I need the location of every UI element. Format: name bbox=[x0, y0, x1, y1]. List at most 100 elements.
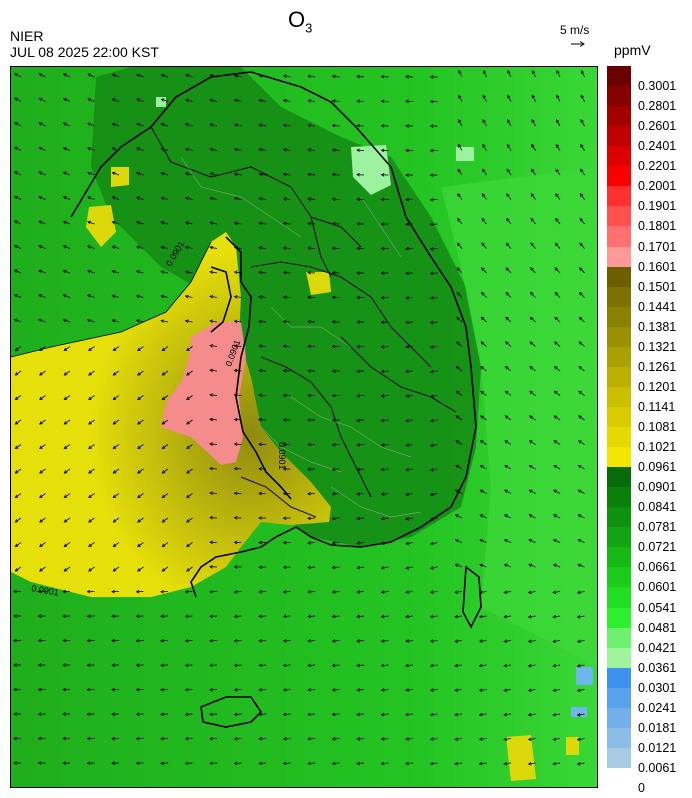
wind-arrow-icon bbox=[258, 393, 267, 398]
pale-green-patch bbox=[156, 97, 166, 107]
wind-arrow-icon bbox=[553, 390, 561, 396]
wind-arrow-icon bbox=[136, 122, 144, 127]
wind-arrow-icon bbox=[480, 341, 487, 347]
wind-arrow-icon bbox=[160, 736, 169, 741]
wind-arrow-icon bbox=[380, 541, 389, 545]
wind-arrow-icon bbox=[356, 443, 365, 447]
wind-arrow-icon bbox=[137, 346, 144, 351]
wind-arrow-icon bbox=[529, 415, 536, 421]
wind-arrow-icon bbox=[504, 489, 512, 494]
wind-arrow-icon bbox=[405, 761, 414, 766]
wind-arrow-icon bbox=[14, 395, 22, 400]
wind-arrow-icon bbox=[307, 221, 316, 226]
wind-arrow-icon bbox=[282, 123, 291, 128]
wind-arrow-icon bbox=[380, 614, 389, 619]
wind-arrow-icon bbox=[209, 344, 218, 348]
wind-arrow-icon bbox=[160, 73, 169, 78]
wind-arrow-icon bbox=[429, 737, 438, 741]
wind-arrow-icon bbox=[282, 319, 291, 324]
wind-arrow-icon bbox=[578, 390, 585, 396]
wind-arrow-icon bbox=[209, 614, 218, 619]
wind-arrow-icon bbox=[580, 94, 585, 102]
wind-arrow-icon bbox=[233, 540, 242, 545]
colorbar-tick-label: 0.0061 bbox=[638, 761, 677, 775]
colorbar-segment bbox=[607, 707, 631, 729]
wind-arrow-icon bbox=[405, 271, 414, 276]
wind-arrow-icon bbox=[13, 736, 21, 741]
wind-arrow-icon bbox=[405, 394, 414, 398]
wind-arrow-icon bbox=[552, 639, 561, 643]
wind-arrow-icon bbox=[478, 639, 487, 643]
wind-arrow-icon bbox=[482, 69, 487, 78]
wind-arrow-icon bbox=[331, 271, 340, 275]
wind-arrow-icon bbox=[503, 712, 512, 717]
wind-arrow-icon bbox=[233, 516, 242, 520]
wind-arrow-icon bbox=[576, 590, 585, 595]
wind-arrow-icon bbox=[429, 443, 438, 447]
wind-arrow-icon bbox=[184, 270, 193, 274]
wind-arrow-icon bbox=[112, 444, 120, 449]
wind-arrow-icon bbox=[356, 614, 365, 619]
wind-arrow-icon bbox=[282, 590, 291, 594]
wind-arrow-icon bbox=[331, 418, 340, 422]
wind-arrow-icon bbox=[405, 418, 414, 423]
colorbar-tick-label: 0.1201 bbox=[638, 379, 677, 394]
wind-arrow-icon bbox=[13, 614, 21, 618]
wind-arrow-icon bbox=[135, 171, 144, 176]
wind-arrow-icon bbox=[307, 614, 316, 619]
wind-arrow-icon bbox=[429, 369, 438, 374]
colorbar-tick-label: 0.0481 bbox=[638, 620, 677, 635]
wind-arrow-icon bbox=[307, 344, 316, 349]
wind-arrow-icon bbox=[258, 590, 267, 594]
wind-arrow-icon bbox=[356, 123, 365, 128]
wind-arrow-icon bbox=[62, 147, 71, 151]
wind-arrow-icon bbox=[258, 639, 267, 643]
wind-arrow-icon bbox=[86, 663, 95, 667]
wind-arrow-icon bbox=[380, 222, 389, 226]
wind-arrow-icon bbox=[135, 663, 144, 667]
wind-arrow-icon bbox=[185, 123, 193, 127]
wind-arrow-icon bbox=[63, 542, 71, 547]
wind-arrow-icon bbox=[429, 663, 438, 668]
wind-arrow-icon bbox=[505, 242, 512, 249]
wind-arrow-icon bbox=[531, 94, 536, 102]
wind-arrow-icon bbox=[282, 663, 291, 668]
wind-arrow-icon bbox=[481, 267, 487, 274]
wind-arrow-icon bbox=[429, 296, 438, 300]
colorbar-segment bbox=[607, 547, 631, 568]
wind-arrow-icon bbox=[14, 517, 22, 523]
wind-arrow-icon bbox=[62, 589, 71, 594]
wind-arrow-icon bbox=[184, 663, 193, 668]
wind-arrow-icon bbox=[184, 687, 193, 692]
wind-arrow-icon bbox=[307, 737, 316, 741]
wind-arrow-icon bbox=[456, 316, 463, 323]
organization-label: NIER bbox=[10, 28, 44, 44]
wind-arrow-icon bbox=[112, 542, 120, 547]
wind-arrow-icon bbox=[504, 465, 512, 470]
wind-arrow-icon bbox=[356, 369, 365, 373]
wind-arrow-icon bbox=[553, 415, 561, 421]
wind-arrow-icon bbox=[62, 196, 71, 200]
wind-arrow-icon bbox=[282, 418, 291, 422]
colorbar-segment bbox=[607, 366, 631, 388]
wind-arrow-icon bbox=[233, 565, 242, 569]
wind-arrow-icon bbox=[62, 614, 71, 618]
colorbar-segment bbox=[607, 607, 631, 629]
wind-arrow-icon bbox=[528, 539, 536, 543]
title-main: O bbox=[288, 7, 306, 32]
colorbar-tick-label: 0.0181 bbox=[638, 720, 677, 735]
wind-arrow-icon bbox=[454, 737, 463, 741]
wind-arrow-icon bbox=[209, 540, 218, 545]
wind-arrow-icon bbox=[87, 318, 95, 323]
wind-arrow-icon bbox=[457, 168, 463, 176]
wind-arrow-icon bbox=[307, 491, 316, 496]
wind-arrow-icon bbox=[186, 493, 193, 498]
wind-arrow-icon bbox=[405, 99, 414, 104]
wind-arrow-icon bbox=[356, 712, 365, 717]
colorbar-tick-label: 0.0781 bbox=[638, 520, 677, 535]
wind-arrow-icon bbox=[86, 712, 95, 716]
wind-arrow-icon bbox=[258, 663, 267, 668]
wind-arrow-icon bbox=[13, 712, 21, 716]
wind-arrow-icon bbox=[552, 712, 561, 717]
wind-arrow-icon bbox=[478, 761, 487, 766]
